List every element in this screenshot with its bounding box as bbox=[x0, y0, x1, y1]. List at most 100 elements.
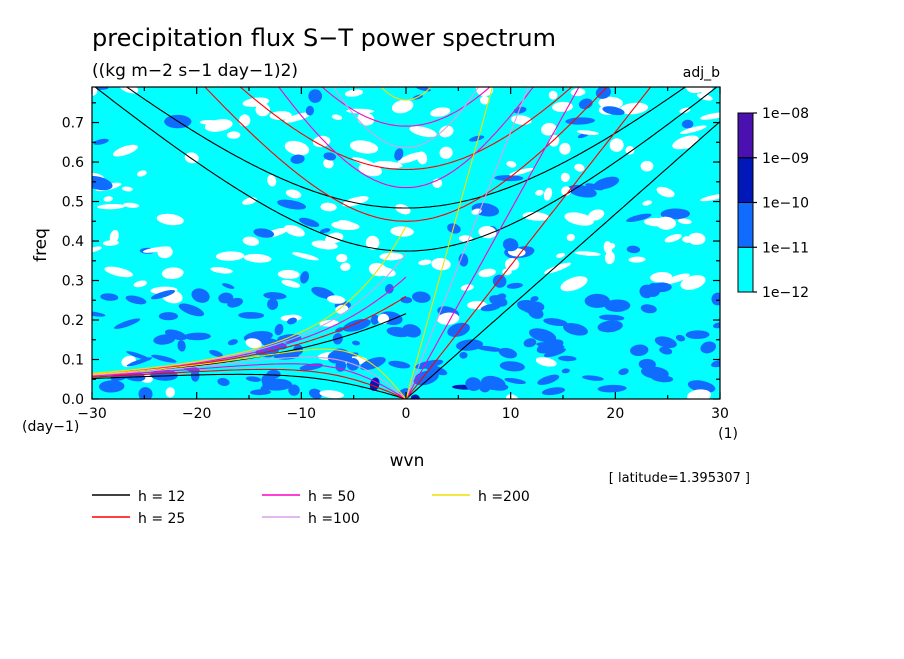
y-tick-label: 0.6 bbox=[62, 155, 84, 171]
dispersion-curve bbox=[92, 368, 407, 399]
spectrum-cell bbox=[263, 292, 287, 300]
x-tick-label: −10 bbox=[287, 406, 317, 422]
spectrum-cell bbox=[656, 186, 675, 198]
spectrum-cell bbox=[712, 322, 720, 329]
spectrum-cell bbox=[559, 142, 571, 155]
spectrum-cell bbox=[543, 187, 553, 201]
spectrum-cell bbox=[109, 229, 119, 244]
spectrum-cell bbox=[395, 204, 411, 215]
spectrum-cell bbox=[98, 380, 125, 393]
spectrum-cell bbox=[402, 324, 421, 338]
spectrum-cell bbox=[416, 151, 428, 165]
spectrum-cell bbox=[327, 295, 346, 304]
spectrum-cell bbox=[642, 200, 652, 206]
spectrum-cell bbox=[437, 312, 460, 325]
spectrum-cell bbox=[283, 112, 312, 123]
spectrum-cell bbox=[391, 99, 414, 114]
spectrum-cell bbox=[344, 89, 364, 97]
dispersion-curve bbox=[405, 121, 720, 399]
spectrum-cell bbox=[552, 101, 573, 112]
spectrum-cell bbox=[548, 90, 558, 100]
y-axis-unit: (day−1) bbox=[22, 419, 79, 435]
spectrum-cell bbox=[311, 286, 335, 299]
dispersion-curve bbox=[330, 0, 482, 13]
spectrum-cell bbox=[374, 160, 403, 169]
spectrum-cell bbox=[595, 87, 611, 99]
spectrum-cell bbox=[598, 96, 623, 109]
spectrum-cell bbox=[226, 131, 241, 139]
spectrum-cell bbox=[558, 355, 577, 362]
spectrum-cell bbox=[385, 284, 394, 294]
plot-area bbox=[92, 0, 720, 399]
spectrum-cell bbox=[476, 345, 503, 352]
spectrum-cell bbox=[292, 252, 319, 261]
spectrum-cell bbox=[255, 103, 271, 117]
spectrum-cell bbox=[183, 332, 211, 341]
spectrum-cell bbox=[597, 320, 623, 333]
spectrum-cell bbox=[102, 240, 119, 246]
spectrum-cell bbox=[112, 144, 138, 157]
y-tick-label: 0.3 bbox=[62, 274, 84, 290]
spectrum-cell bbox=[281, 279, 301, 288]
spectrum-cell bbox=[626, 245, 641, 254]
spectrum-cell bbox=[414, 359, 444, 370]
spectrum-cell bbox=[465, 377, 482, 391]
dispersion-curve bbox=[405, 87, 580, 399]
spectrum-cell bbox=[567, 184, 597, 198]
dispersion-curve bbox=[405, 87, 529, 399]
dispersion-curve bbox=[92, 348, 407, 399]
spectrum-cell bbox=[158, 312, 178, 321]
spectrum-cell bbox=[478, 268, 496, 278]
spectrum-cell bbox=[215, 251, 245, 261]
spectrum-cell bbox=[242, 236, 260, 246]
spectrum-cell bbox=[410, 394, 420, 399]
dispersion-curve bbox=[125, 87, 687, 209]
spectrum-cell bbox=[504, 377, 526, 385]
spectrum-cell bbox=[227, 297, 243, 308]
spectrum-cell bbox=[574, 163, 585, 172]
spectrum-cell bbox=[269, 111, 292, 120]
spectrum-cell bbox=[563, 323, 588, 336]
spectrum-cell bbox=[305, 105, 315, 116]
spectrum-cell bbox=[604, 299, 631, 312]
spectrum-cell bbox=[323, 158, 334, 169]
spectrum-cell bbox=[556, 252, 566, 258]
spectrum-cell bbox=[104, 266, 133, 278]
spectrum-cell bbox=[177, 340, 186, 352]
spectrum-cell bbox=[320, 228, 331, 234]
spectrum-cell bbox=[535, 357, 557, 367]
dispersion-curve bbox=[204, 87, 608, 222]
chart-subtitle: ((kg m−2 s−1 day−1)2) bbox=[92, 61, 298, 81]
spectrum-cell bbox=[663, 273, 690, 285]
spectrum-cell bbox=[300, 271, 310, 284]
corner-label: adj_b bbox=[683, 65, 720, 81]
spectrum-cell bbox=[267, 174, 277, 187]
spectrum-cell bbox=[287, 317, 297, 325]
dispersion-curve bbox=[380, 87, 432, 101]
spectrum-cell bbox=[659, 346, 673, 355]
plot-background bbox=[92, 87, 720, 399]
spectrum-cell bbox=[379, 252, 404, 261]
dispersion-curve bbox=[321, 87, 491, 127]
spectrum-cell bbox=[311, 240, 338, 250]
spectrum-cell bbox=[499, 361, 525, 372]
spectrum-cell bbox=[342, 318, 371, 332]
spectrum-cell bbox=[93, 138, 109, 145]
spectrum-cell bbox=[680, 275, 706, 290]
spectrum-cell bbox=[543, 348, 566, 358]
x-axis: −30 −20 −10 0 10 20 30 bbox=[77, 87, 729, 422]
spectrum-cell bbox=[685, 330, 710, 340]
spectrum-cell bbox=[288, 384, 300, 396]
dispersion-curve bbox=[92, 373, 407, 399]
spectrum-cell bbox=[688, 232, 706, 246]
spectrum-cell bbox=[217, 377, 230, 387]
legend-label: h =200 bbox=[478, 489, 530, 505]
spectrum-cell bbox=[352, 340, 360, 346]
spectrum-cell bbox=[638, 358, 656, 370]
spectrum-contours bbox=[92, 87, 720, 399]
spectrum-cell bbox=[308, 388, 323, 399]
colorbar-label: 1e−12 bbox=[762, 285, 809, 301]
spectrum-cell bbox=[245, 376, 262, 382]
spectrum-cell bbox=[388, 360, 411, 369]
legend-label: h =100 bbox=[308, 511, 360, 527]
